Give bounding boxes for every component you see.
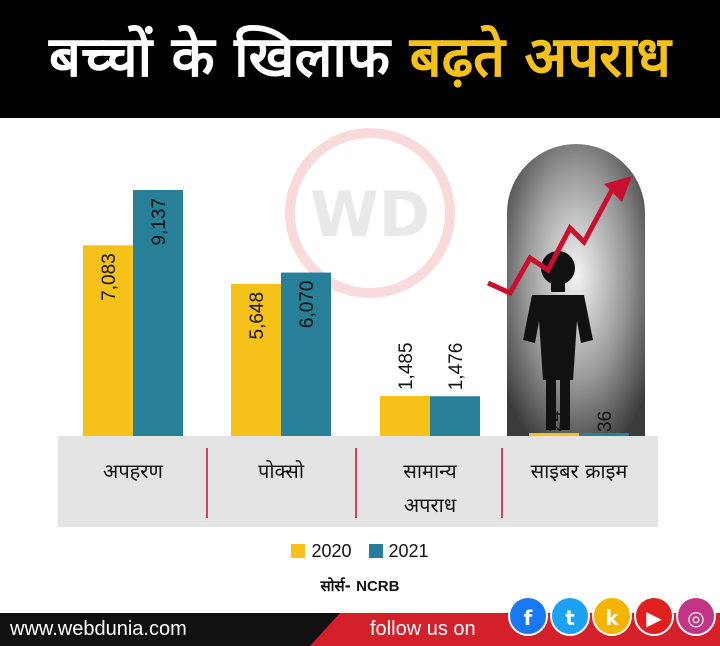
legend-item-2021: 2021: [368, 541, 429, 562]
bar-2020-2: [380, 396, 430, 436]
bar-chart: WD 7,083 5,648 1,485 24 9,137 6,070 1,476 36 अप…: [58, 128, 658, 527]
bar-2021-1: [281, 272, 331, 436]
child-illustration: [486, 144, 645, 436]
watermark-text: WD: [310, 178, 430, 251]
category-label-1: पोक्सो: [258, 459, 305, 483]
legend-item-2020: 2020: [291, 541, 351, 562]
youtube-icon[interactable]: ▶: [634, 596, 674, 636]
bar-2020-0: [83, 245, 133, 436]
bar-label-2020-1: 5,648: [247, 292, 268, 340]
source-label: सोर्स-: [320, 577, 351, 595]
legend-label-2020: 2020: [311, 541, 352, 561]
chart-legend: 2020 2021: [0, 541, 720, 562]
bar-label-2021-2: 1,476: [446, 343, 467, 391]
legend-swatch-2020: [291, 544, 306, 558]
page-title: बच्चों के खिलाफ बढ़ते अपराध: [0, 18, 720, 98]
koo-icon[interactable]: k: [592, 596, 632, 636]
category-label-0: अपहरण: [103, 459, 163, 483]
bar-label-2020-3: 24: [545, 410, 566, 432]
category-label-2-line1: अपराध: [404, 493, 457, 517]
bar-label-2021-3: 36: [595, 411, 616, 432]
bar-2021-2: [430, 396, 480, 436]
category-band: [58, 436, 658, 527]
watermark-logo: WD: [285, 128, 455, 298]
category-label-2-line0: सामान्य: [403, 459, 457, 483]
website-link[interactable]: www.webdunia.com: [10, 618, 187, 640]
legend-label-2021: 2021: [388, 541, 429, 561]
bar-2021-3: [579, 433, 629, 436]
title-white-part: बच्चों के खिलाफ: [49, 25, 391, 90]
twitter-icon[interactable]: t: [550, 596, 590, 636]
legend-swatch-2021: [368, 544, 383, 558]
bar-label-2020-2: 1,485: [396, 342, 417, 390]
bar-2021-0: [133, 190, 183, 436]
bar-label-2021-0: 9,137: [149, 198, 170, 246]
title-banner: बच्चों के खिलाफ बढ़ते अपराध: [0, 0, 720, 118]
category-label-3: साइबर क्राइम: [531, 459, 629, 483]
bar-2020-3: [529, 433, 579, 436]
bar-2020-1: [231, 283, 281, 436]
bar-label-2020-0: 7,083: [99, 253, 120, 301]
source-value: NCRB: [356, 578, 400, 595]
follow-us-label: follow us on: [370, 618, 476, 640]
instagram-icon[interactable]: ◎: [676, 596, 716, 636]
title-yellow-part: बढ़ते अपराध: [409, 25, 671, 90]
facebook-icon[interactable]: f: [508, 596, 548, 636]
source-note: सोर्स- NCRB: [0, 576, 720, 596]
bar-label-2021-1: 6,070: [297, 281, 318, 329]
